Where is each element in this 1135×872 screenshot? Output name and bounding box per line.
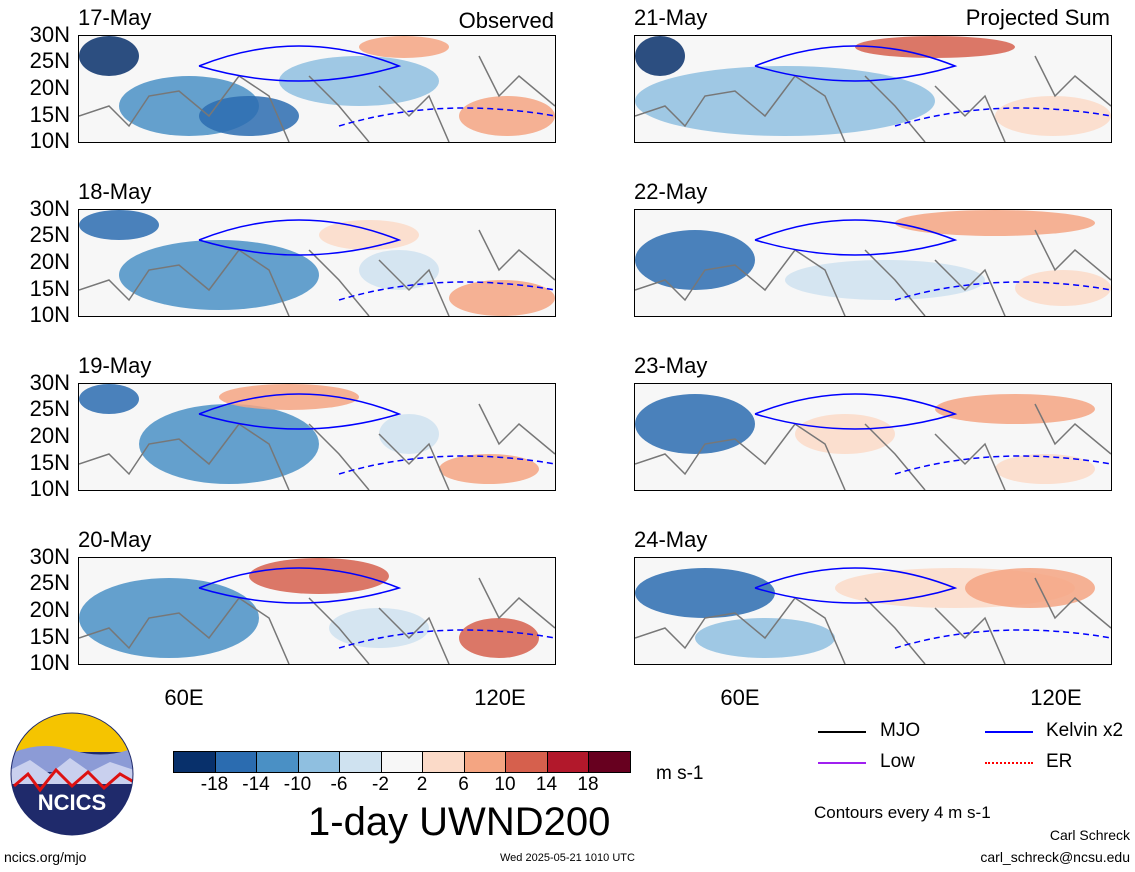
panel-date-24: 24-May (634, 527, 708, 552)
colorbar-swatch (463, 751, 506, 773)
lat-label: 20N (29, 597, 70, 622)
legend-label-er: ER (1046, 751, 1073, 772)
colorbar-tick-label: -14 (242, 774, 270, 795)
lat-label: 15N (29, 102, 70, 127)
legend-line-low (818, 762, 866, 764)
map-panel-20-may (78, 557, 556, 665)
map-panel-23-may (634, 383, 1112, 491)
panel-date-18: 18-May (78, 179, 152, 204)
legend-line-er (985, 762, 1033, 764)
lat-label: 30N (29, 370, 70, 395)
colorbar-title: 1-day UWND200 (308, 800, 611, 844)
colorbar-swatch (214, 751, 257, 773)
legend-label-mjo: MJO (880, 720, 921, 741)
legend-line-kelvin (985, 731, 1033, 733)
legend-line-mjo (818, 731, 866, 733)
ncics-logo: NCICS (10, 712, 134, 836)
colorbar-tick-label: -6 (330, 774, 348, 795)
footer-email: carl_schreck@ncsu.edu (980, 849, 1130, 865)
lat-label: 30N (29, 196, 70, 221)
colorbar-swatch (380, 751, 423, 773)
panel-date-19: 19-May (78, 353, 152, 378)
map-panel-18-may (78, 209, 556, 317)
panel-date-17: 17-May (78, 5, 152, 30)
colorbar-tick-label: 2 (416, 774, 428, 795)
footer-author: Carl Schreck (1049, 827, 1130, 843)
contour-note: Contours every 4 m s-1 (814, 803, 991, 822)
panel-date-20: 20-May (78, 527, 152, 552)
panel-label-observed: Observed (458, 8, 554, 33)
colorbar-tick-label: -10 (283, 774, 312, 795)
colorbar-tick-label: -18 (200, 774, 229, 795)
lat-label: 15N (29, 276, 70, 301)
colorbar-swatch (297, 751, 340, 773)
colorbar-tick-label: -2 (372, 774, 389, 795)
map-panel-17-may (78, 35, 556, 143)
panel-label-projected: Projected Sum (965, 5, 1110, 30)
lat-label: 10N (29, 128, 70, 153)
colorbar-swatch (256, 751, 299, 773)
lat-label: 25N (29, 222, 70, 247)
colorbar-swatch (546, 751, 589, 773)
lat-label: 30N (29, 22, 70, 47)
lat-label: 25N (29, 570, 70, 595)
colorbar-tick-label: 18 (577, 774, 599, 795)
map-panel-22-may (634, 209, 1112, 317)
lat-label: 30N (29, 544, 70, 569)
lat-label: 15N (29, 450, 70, 475)
footer-timestamp: Wed 2025-05-21 1010 UTC (500, 852, 635, 864)
colorbar-tick-label: 6 (458, 774, 469, 795)
lat-label: 15N (29, 624, 70, 649)
panel-date-22: 22-May (634, 179, 708, 204)
map-panel-24-may (634, 557, 1112, 665)
lon-label-120e-right: 120E (1030, 685, 1082, 710)
logo-text: NCICS (38, 790, 106, 815)
footer-url: ncics.org/mjo (4, 849, 87, 865)
legend-label-kelvin: Kelvin x2 (1046, 720, 1124, 741)
colorbar-tick-label: 10 (494, 774, 516, 795)
lat-label: 25N (29, 48, 70, 73)
lat-label: 10N (29, 476, 70, 501)
map-panel-19-may (78, 383, 556, 491)
panel-date-23: 23-May (634, 353, 708, 378)
lat-label: 10N (29, 650, 70, 675)
colorbar-swatch (339, 751, 382, 773)
lat-label: 10N (29, 302, 70, 327)
lat-label: 25N (29, 396, 70, 421)
lat-label: 20N (29, 423, 70, 448)
lon-label-60e-right: 60E (720, 685, 760, 710)
colorbar-swatch (505, 751, 548, 773)
colorbar-units: m s-1 (656, 763, 704, 784)
map-panel-21-may (634, 35, 1112, 143)
lat-label: 20N (29, 249, 70, 274)
colorbar-swatch (173, 751, 216, 773)
legend-label-low: Low (880, 751, 915, 772)
lon-label-60e-left: 60E (164, 685, 204, 710)
colorbar-swatch (422, 751, 465, 773)
lat-label: 20N (29, 75, 70, 100)
panel-date-21: 21-May (634, 5, 708, 30)
colorbar-swatch (588, 751, 631, 773)
colorbar-tick-label: 14 (535, 774, 558, 795)
lon-label-120e-left: 120E (474, 685, 526, 710)
